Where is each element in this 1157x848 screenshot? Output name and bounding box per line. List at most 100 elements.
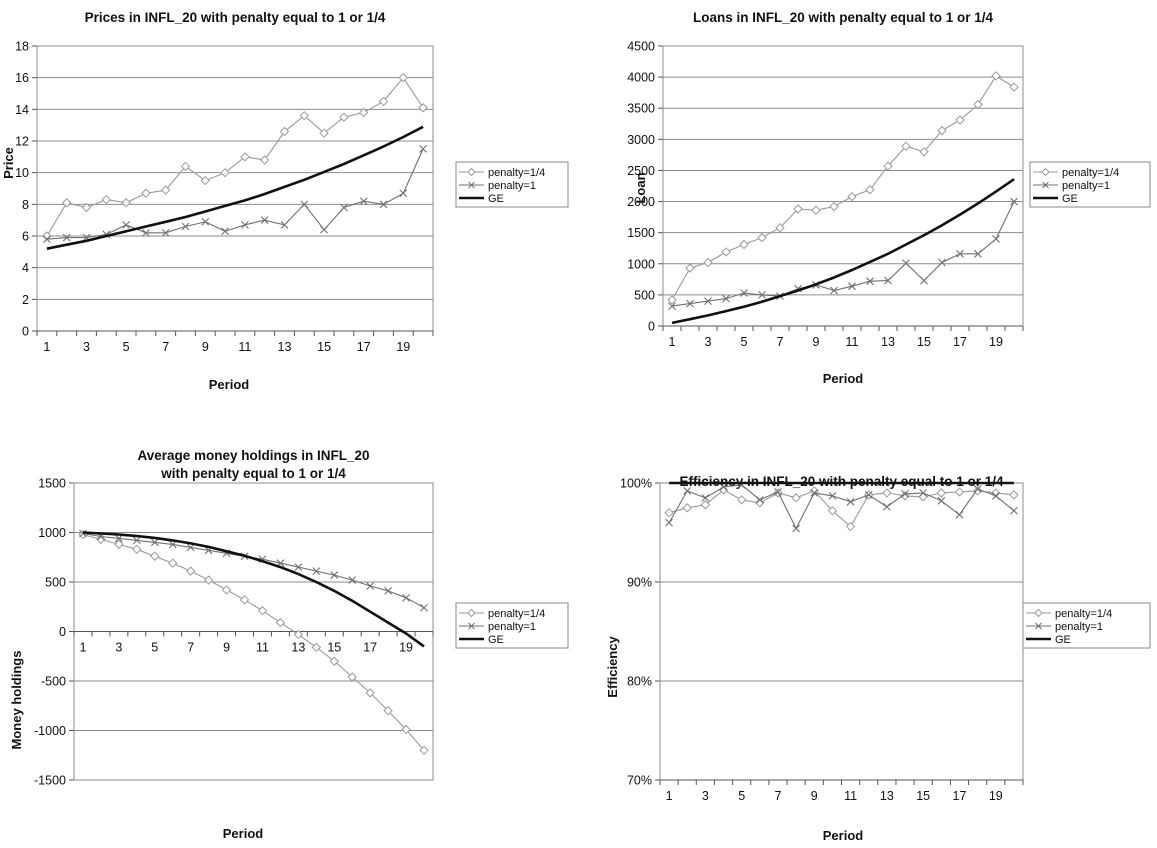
data-point	[685, 263, 695, 273]
x-tick-label: 7	[774, 789, 781, 803]
data-point	[259, 155, 270, 165]
data-point	[132, 536, 141, 545]
plot-area	[662, 45, 1024, 327]
data-point	[366, 582, 375, 590]
data-point	[902, 259, 910, 268]
chart-2: Loans in INFL_20 with penalty equal to 1…	[627, 10, 1151, 386]
y-tick-label: 90%	[627, 576, 652, 590]
series-penalty=1	[665, 481, 1018, 533]
series-penalty=1	[79, 529, 428, 612]
data-point	[379, 200, 388, 209]
data-point	[160, 185, 171, 195]
data-point	[936, 488, 947, 498]
data-point	[294, 563, 303, 572]
data-point	[882, 502, 891, 511]
data-point	[114, 534, 123, 543]
data-point	[122, 221, 130, 229]
y-tick-label: 2	[22, 293, 29, 307]
legend-marker	[1035, 622, 1042, 630]
data-point	[339, 112, 349, 122]
data-point	[348, 576, 357, 584]
data-point	[668, 302, 676, 310]
chart-title: Average money holdings in INFL_20	[137, 448, 369, 463]
data-point	[901, 490, 909, 498]
data-point	[293, 629, 304, 640]
plot-area	[36, 45, 434, 332]
data-point	[828, 491, 837, 500]
data-point	[240, 152, 250, 162]
x-axis-label: Period	[823, 828, 864, 843]
data-point	[180, 161, 191, 172]
y-tick-label: 8	[22, 198, 29, 212]
data-point	[401, 724, 411, 735]
x-tick-label: 9	[202, 340, 209, 354]
x-tick-label: 17	[953, 789, 967, 803]
data-point	[96, 534, 106, 545]
y-tick-label: 16	[15, 71, 29, 85]
y-axis-label: Loan	[633, 172, 648, 203]
x-tick-label: 7	[187, 641, 194, 655]
data-point	[402, 593, 410, 602]
data-point	[920, 276, 928, 285]
data-point	[150, 551, 160, 561]
data-point	[141, 188, 151, 198]
data-point	[418, 103, 428, 113]
y-tick-label: 1500	[38, 477, 66, 491]
data-point	[299, 110, 310, 121]
y-tick-label: 18	[15, 40, 29, 54]
data-point	[114, 539, 124, 550]
legend-label: penalty=1	[488, 621, 536, 633]
x-tick-label: 13	[880, 789, 894, 803]
x-tick-label: 5	[151, 641, 158, 655]
data-point	[399, 189, 408, 198]
data-point	[846, 497, 855, 506]
data-point	[865, 185, 875, 195]
plot-area	[659, 482, 1024, 781]
y-tick-label: 4	[22, 261, 29, 275]
data-point	[845, 521, 856, 532]
data-point	[974, 249, 982, 258]
data-point	[181, 222, 190, 231]
y-tick-label: 4000	[627, 71, 655, 85]
data-point	[775, 222, 785, 233]
series-GE	[82, 531, 425, 648]
series-penalty=1/4	[664, 485, 1019, 532]
data-point	[279, 126, 290, 137]
data-point	[736, 495, 747, 505]
data-point	[121, 198, 131, 208]
data-point	[719, 483, 728, 491]
x-tick-label: 1	[43, 340, 50, 354]
data-point	[938, 258, 946, 267]
legend-label: GE	[488, 634, 504, 646]
data-point	[973, 99, 983, 110]
x-tick-label: 3	[83, 340, 90, 354]
data-point	[280, 221, 289, 229]
y-tick-label: 100%	[620, 477, 652, 491]
data-point	[686, 299, 694, 308]
x-tick-label: 11	[256, 641, 269, 655]
data-point	[312, 567, 321, 575]
data-point	[700, 500, 711, 510]
data-point	[792, 524, 801, 533]
legend-marker	[468, 622, 475, 630]
x-tick-label: 19	[399, 641, 413, 655]
data-point	[1010, 197, 1018, 206]
y-tick-label: 0	[22, 325, 29, 339]
series-penalty=1	[668, 197, 1018, 310]
legend-label: penalty=1	[1055, 621, 1103, 633]
series-line	[671, 178, 1015, 325]
y-tick-label: 2500	[627, 164, 655, 178]
data-point	[260, 216, 269, 225]
legend-label: penalty=1/4	[488, 608, 545, 620]
data-point	[758, 291, 766, 299]
data-point	[419, 145, 427, 153]
legend-marker	[467, 608, 476, 618]
legend-label: penalty=1	[1062, 180, 1110, 192]
x-tick-label: 5	[738, 789, 745, 803]
data-point	[61, 198, 72, 208]
data-point	[991, 491, 1000, 500]
data-point	[347, 672, 357, 682]
